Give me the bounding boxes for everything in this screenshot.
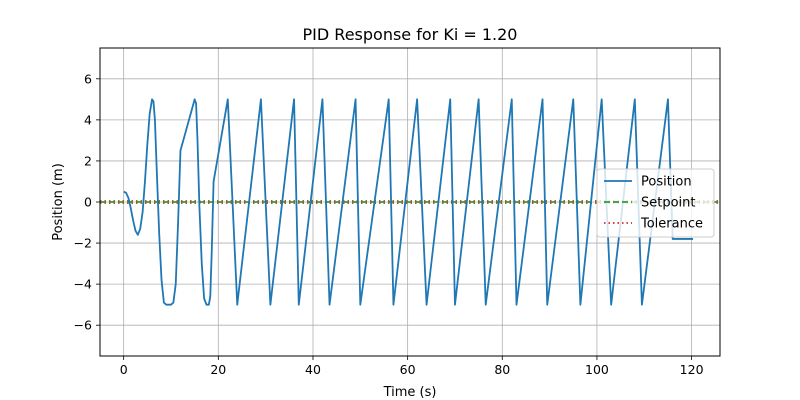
y-tick-label: −6 [74,318,92,333]
legend: Position Setpoint Tolerance [596,168,715,238]
y-tick-label: 4 [84,112,92,127]
x-tick-label: 120 [680,362,704,377]
legend-box [596,168,715,238]
y-tick-label: 2 [84,153,92,168]
chart-title: PID Response for Ki = 1.20 [303,25,518,44]
x-tick-label: 20 [210,362,226,377]
y-tick-label: 6 [84,71,92,86]
x-tick-label: 40 [305,362,321,377]
x-tick-label: 100 [585,362,609,377]
x-axis-ticks: 0 20 40 60 80 100 120 [120,356,704,377]
legend-label-position: Position [641,175,692,190]
legend-label-tolerance: Tolerance [640,217,703,232]
y-axis-ticks: −6 −4 −2 0 2 4 6 [74,71,100,333]
x-tick-label: 80 [494,362,510,377]
y-tick-label: −4 [74,277,92,292]
y-tick-label: −2 [74,236,92,251]
legend-label-setpoint: Setpoint [641,196,696,211]
x-tick-label: 0 [120,362,128,377]
y-tick-label: 0 [84,195,92,210]
y-axis-label: Position (m) [51,163,66,241]
x-tick-label: 60 [400,362,416,377]
x-axis-label: Time (s) [383,385,437,400]
position-line [123,98,694,306]
